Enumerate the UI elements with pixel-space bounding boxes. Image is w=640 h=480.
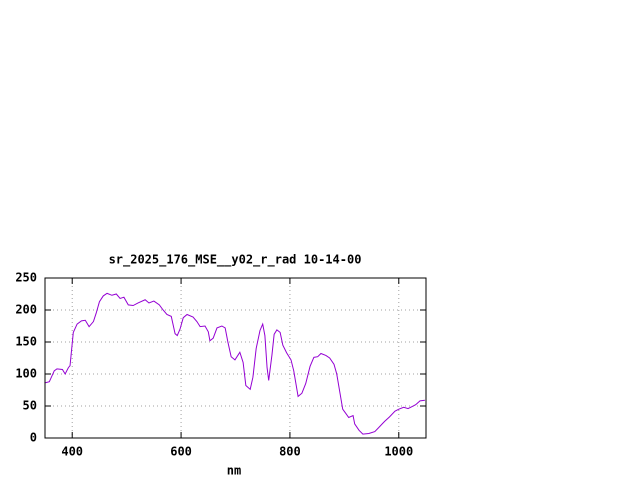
- y-tick-label: 100: [15, 367, 37, 381]
- x-axis-label: nm: [227, 464, 241, 478]
- plot: 0 50 100 150 200 250 400 600 800 1000: [15, 271, 427, 459]
- y-tick-label: 50: [23, 399, 37, 413]
- plot-border: [44, 277, 427, 439]
- chart-title: sr_2025_176_MSE__y02_r_rad 10-14-00: [109, 253, 362, 268]
- y-tick-label: 0: [30, 431, 37, 445]
- x-tick-label: 600: [170, 445, 192, 459]
- x-tick-label: 800: [279, 445, 301, 459]
- y-tick-label: 150: [15, 335, 37, 349]
- x-tick-label: 1000: [384, 445, 413, 459]
- y-tick-label: 250: [15, 271, 37, 285]
- y-tick-label: 200: [15, 303, 37, 317]
- data-line: [44, 292, 425, 435]
- x-tick-label: 400: [61, 445, 83, 459]
